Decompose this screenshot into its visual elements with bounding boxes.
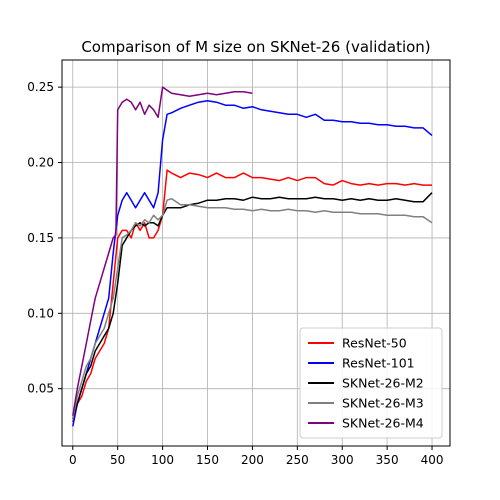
legend-label-0: ResNet-50 (342, 336, 407, 351)
x-tick-label-4: 200 (241, 453, 264, 467)
series-line-2 (72, 192, 433, 420)
legend-label-4: SKNet-26-M4 (342, 416, 424, 431)
plot-frame (61, 59, 451, 447)
x-tick-label-6: 300 (331, 453, 354, 467)
legend-label-2: SKNet-26-M2 (342, 376, 424, 391)
series-line-1 (72, 99, 433, 427)
x-tick-label-5: 250 (286, 453, 309, 467)
y-tick-label-3: 0.20 (27, 156, 54, 170)
legend: ResNet-50 ResNet-101 SKNet-26-M2 SKNet-26-M… (299, 327, 443, 439)
legend-label-3: SKNet-26-M3 (342, 396, 424, 411)
y-tick-label-0: 0.05 (27, 382, 54, 396)
axis-ticks: 0 50 100 150 200 250 300 350 400 0.05 0.10 0.15 0.20… (27, 80, 443, 467)
x-tick-label-2: 100 (151, 453, 174, 467)
legend-box (299, 327, 443, 439)
x-tick-label-7: 350 (376, 453, 399, 467)
chart-title: Comparison of M size on SKNet-26 (valida… (81, 38, 430, 56)
series-line-4 (72, 86, 253, 416)
x-tick-label-0: 0 (69, 453, 77, 467)
x-tick-label-1: 50 (110, 453, 125, 467)
y-tick-label-1: 0.10 (27, 306, 54, 320)
series-line-3 (72, 197, 433, 420)
y-tick-label-2: 0.15 (27, 231, 54, 245)
x-tick-label-3: 150 (196, 453, 219, 467)
y-tick-label-4: 0.25 (27, 80, 54, 94)
series-lines (72, 86, 433, 427)
legend-label-1: ResNet-101 (342, 356, 415, 371)
x-tick-label-8: 400 (421, 453, 444, 467)
